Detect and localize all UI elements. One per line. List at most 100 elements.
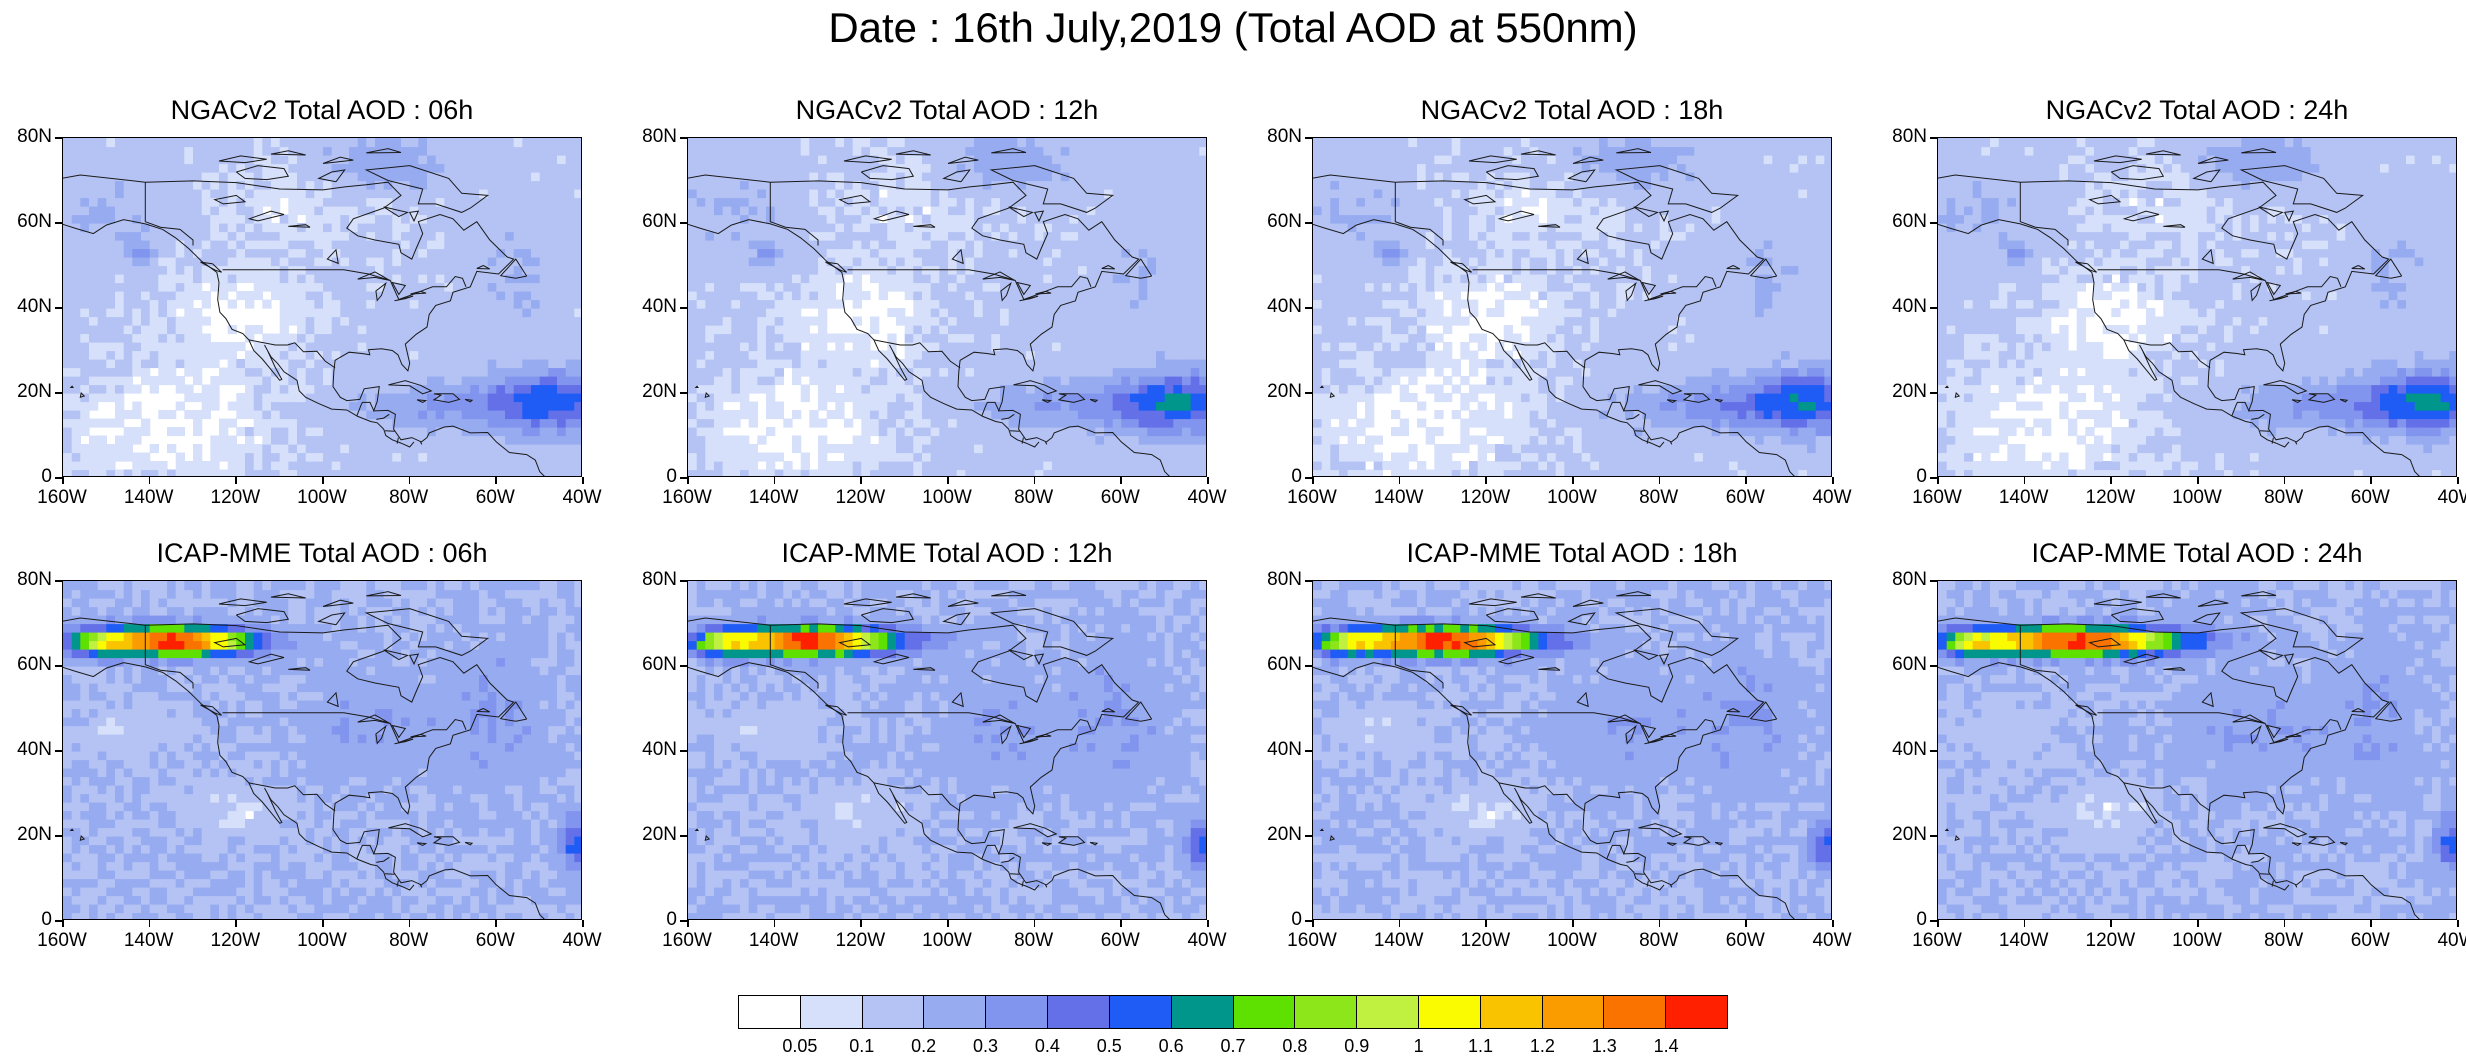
longitude-tick (1832, 477, 1834, 484)
latitude-label: 60N (1892, 211, 1927, 233)
longitude-tick (2197, 920, 2199, 927)
longitude-tick (1832, 920, 1834, 927)
longitude-label: 40W (1187, 930, 1226, 952)
latitude-tick (680, 920, 687, 922)
aod-field-svg (688, 138, 1207, 477)
colorbar-tick-label: 0.6 (1159, 1036, 1184, 1057)
latitude-label: 0 (41, 909, 52, 931)
longitude-tick (1312, 477, 1314, 484)
country-border (1635, 431, 1645, 432)
latitude-label: 20N (1267, 824, 1302, 846)
aod-field-svg (1938, 581, 2457, 920)
longitude-label: 140W (124, 487, 174, 509)
aod-map (687, 137, 1207, 477)
latitude-label: 40N (17, 296, 52, 318)
longitude-label: 60W (476, 930, 515, 952)
latitude-tick (1930, 222, 1937, 224)
latitude-tick (55, 750, 62, 752)
longitude-tick (1937, 477, 1939, 484)
longitude-label: 140W (749, 930, 799, 952)
longitude-tick (1312, 920, 1314, 927)
latitude-tick (1930, 750, 1937, 752)
latitude-tick (680, 835, 687, 837)
latitude-label: 60N (17, 211, 52, 233)
longitude-tick (1745, 920, 1747, 927)
country-border (1010, 431, 1020, 432)
aod-field-svg (688, 581, 1207, 920)
aod-map (62, 137, 582, 477)
longitude-tick (495, 920, 497, 927)
latitude-tick (680, 137, 687, 139)
longitude-label: 80W (1014, 930, 1053, 952)
longitude-label: 80W (2264, 487, 2303, 509)
longitude-label: 80W (389, 930, 428, 952)
colorbar-swatch (924, 996, 986, 1028)
latitude-tick (1305, 477, 1312, 479)
country-border (1635, 874, 1645, 875)
longitude-tick (2197, 477, 2199, 484)
longitude-label: 140W (1374, 487, 1424, 509)
longitude-label: 100W (1547, 930, 1597, 952)
longitude-tick (582, 920, 584, 927)
longitude-tick (1745, 477, 1747, 484)
longitude-label: 40W (1812, 487, 1851, 509)
latitude-label: 80N (17, 126, 52, 148)
longitude-label: 120W (1461, 487, 1511, 509)
longitude-label: 80W (1014, 487, 1053, 509)
longitude-tick (1034, 920, 1036, 927)
panel-title: ICAP-MME Total AOD : 24h (1937, 538, 2457, 569)
colorbar-tick-label: 1.2 (1530, 1036, 1555, 1057)
panel-title: NGACv2 Total AOD : 06h (62, 95, 582, 126)
longitude-tick (947, 477, 949, 484)
colorbar-swatch (1357, 996, 1419, 1028)
country-border (385, 874, 395, 875)
longitude-tick (1937, 920, 1939, 927)
longitude-tick (1399, 477, 1401, 484)
longitude-label: 160W (662, 487, 712, 509)
longitude-label: 40W (562, 487, 601, 509)
longitude-tick (2457, 477, 2459, 484)
longitude-label: 140W (1999, 487, 2049, 509)
longitude-label: 60W (2351, 930, 2390, 952)
aod-map (1937, 137, 2457, 477)
latitude-label: 40N (1267, 296, 1302, 318)
longitude-tick (62, 920, 64, 927)
longitude-tick (2370, 477, 2372, 484)
longitude-label: 100W (297, 487, 347, 509)
colorbar-swatch (863, 996, 925, 1028)
aod-field-svg (63, 581, 582, 920)
colorbar-swatch (1172, 996, 1234, 1028)
longitude-tick (1659, 477, 1661, 484)
latitude-label: 60N (1892, 654, 1927, 676)
longitude-label: 80W (1639, 930, 1678, 952)
latitude-label: 40N (17, 739, 52, 761)
longitude-label: 140W (124, 930, 174, 952)
latitude-tick (680, 307, 687, 309)
latitude-label: 80N (17, 569, 52, 591)
latitude-label: 40N (642, 739, 677, 761)
longitude-tick (2457, 920, 2459, 927)
longitude-tick (1659, 920, 1661, 927)
latitude-tick (55, 835, 62, 837)
colorbar-tick-label: 0.9 (1344, 1036, 1369, 1057)
longitude-tick (2370, 920, 2372, 927)
latitude-tick (680, 222, 687, 224)
latitude-tick (55, 392, 62, 394)
latitude-tick (55, 580, 62, 582)
longitude-tick (409, 477, 411, 484)
latitude-tick (680, 392, 687, 394)
longitude-label: 120W (2086, 487, 2136, 509)
longitude-label: 160W (1912, 487, 1962, 509)
longitude-label: 140W (1374, 930, 1424, 952)
latitude-tick (680, 580, 687, 582)
colorbar-tick-label: 1 (1414, 1036, 1424, 1057)
longitude-label: 40W (1812, 930, 1851, 952)
longitude-tick (495, 477, 497, 484)
latitude-label: 20N (1892, 824, 1927, 846)
latitude-tick (1930, 477, 1937, 479)
colorbar (738, 995, 1728, 1029)
colorbar-swatch (1110, 996, 1172, 1028)
